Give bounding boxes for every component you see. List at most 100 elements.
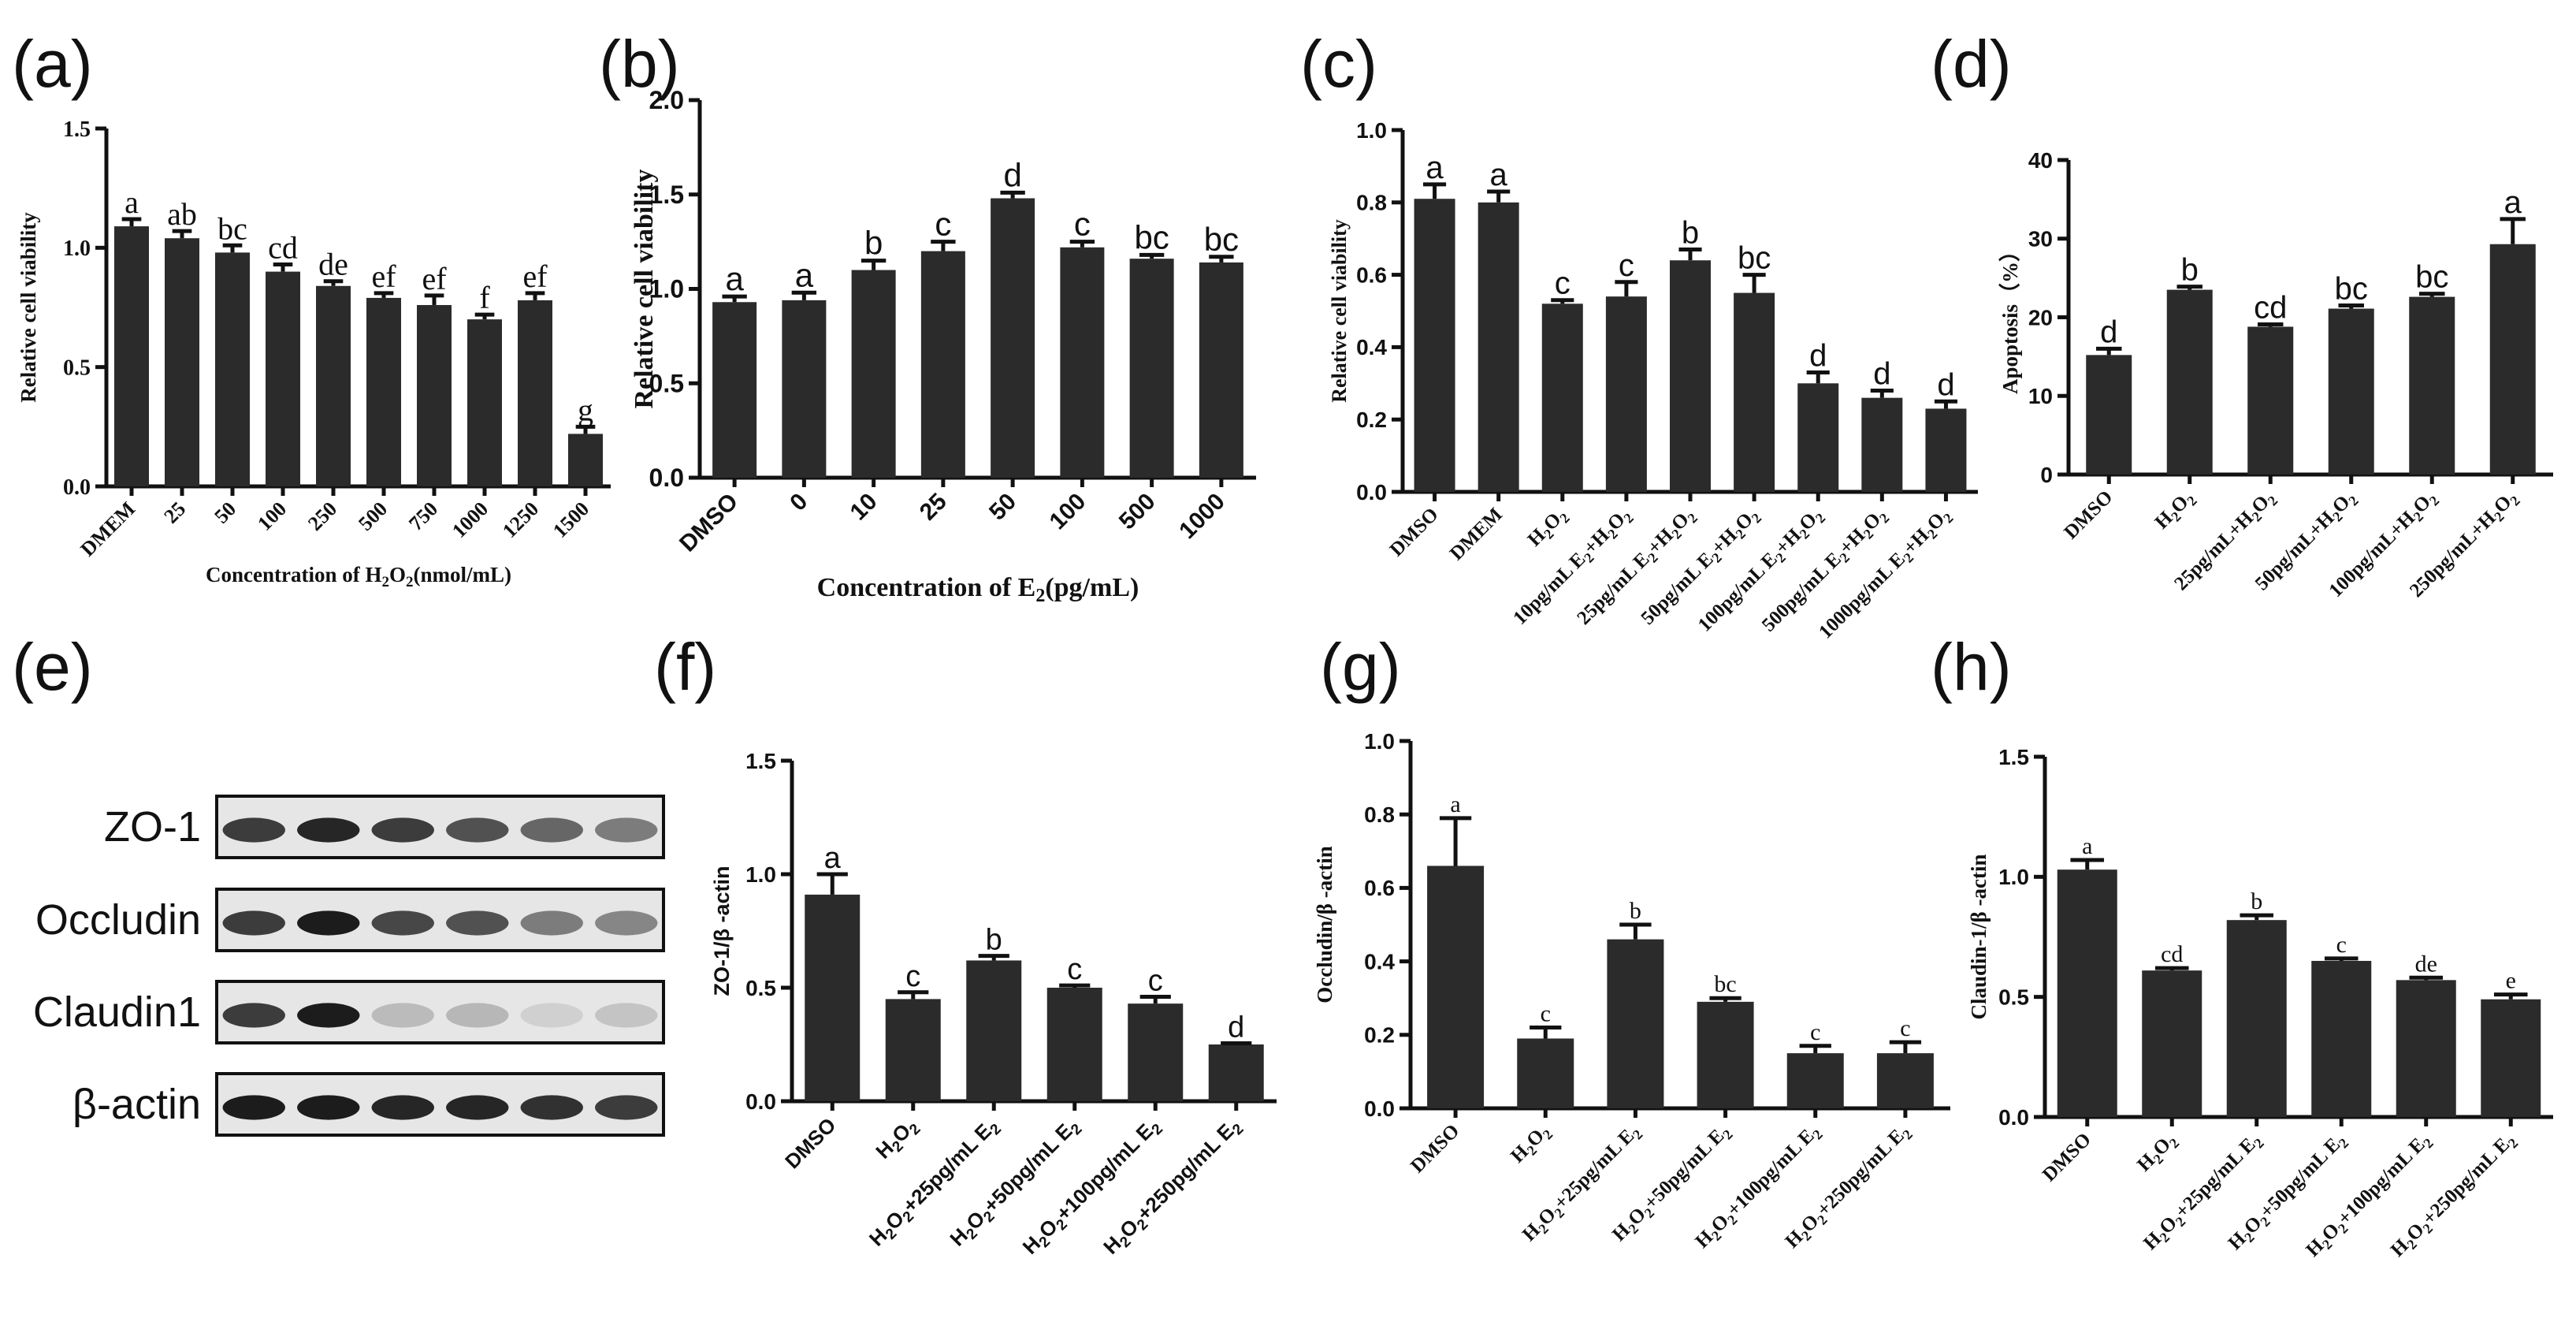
blot-band	[520, 1003, 583, 1028]
x-tick-label: 50	[210, 497, 240, 528]
x-tick-label: 25pg/mL E2​+H2​O2​	[1573, 504, 1701, 631]
x-tick-label: H2​O2​	[1524, 504, 1573, 553]
bar	[1541, 303, 1583, 492]
blot-band	[595, 817, 658, 843]
significance-letter: bc	[1714, 971, 1736, 997]
significance-letter: a	[795, 256, 814, 293]
x-tick-label: DMSO	[1386, 504, 1443, 560]
panel-e-western-blot: (e) ZO-1 Occludin Claudin1 β-actin	[12, 630, 665, 1137]
bar	[2409, 296, 2455, 475]
bar	[1129, 259, 1174, 478]
x-axis-label: Concentration of H2​O2​(nmol/mL)	[206, 563, 511, 590]
bar	[1876, 1053, 1934, 1108]
panel-b-letter: (b)	[599, 27, 680, 101]
significance-letter: ef	[522, 259, 548, 294]
x-tick-label: H2​O2​+25pg/mL E2​	[864, 1113, 1005, 1253]
panel-g-letter: (g)	[1320, 630, 1401, 704]
x-tick-label: 750	[404, 497, 442, 535]
blot-band	[446, 1003, 509, 1028]
blot-box	[215, 888, 665, 952]
blot-band	[371, 817, 434, 843]
x-tick-label: 250	[303, 497, 341, 535]
significance-letter: a	[2504, 185, 2522, 220]
significance-letter: ab	[167, 196, 197, 232]
bar	[568, 434, 603, 486]
y-axis-label: Relative cell viability	[17, 212, 40, 403]
bar	[1697, 1001, 1754, 1108]
x-tick-label: 10pg/mL E2​+H2​O2​	[1509, 504, 1637, 631]
bar	[1786, 1053, 1844, 1108]
bar	[991, 198, 1035, 478]
y-tick-label: 10	[2028, 384, 2053, 408]
blot-box	[215, 795, 665, 859]
significance-letter: a	[824, 842, 842, 875]
y-axis-label: Occludin/β -actin	[1313, 846, 1336, 1003]
bar	[1060, 247, 1105, 478]
significance-letter: bc	[2415, 260, 2448, 295]
bar	[165, 238, 199, 486]
bar	[2057, 869, 2117, 1117]
y-tick-label: 0.4	[1356, 335, 1387, 359]
x-tick-label: H2​O2​+100pg/mL E2​	[1018, 1113, 1166, 1261]
blot-row-label: β-actin	[72, 1081, 201, 1128]
significance-letter: c	[1067, 953, 1082, 986]
y-tick-label: 0.0	[1356, 480, 1387, 504]
x-tick-label: DMEM	[1446, 504, 1507, 564]
y-tick-label: 1.5	[63, 117, 91, 142]
bar	[1199, 262, 1243, 478]
significance-letter: f	[479, 280, 490, 315]
bar	[467, 319, 502, 486]
significance-letter: g	[578, 392, 593, 427]
significance-letter: c	[1555, 266, 1571, 301]
significance-letter: b	[986, 924, 1002, 957]
y-tick-label: 1.0	[745, 862, 776, 887]
blot-band	[446, 817, 509, 843]
significance-letter: e	[2506, 968, 2516, 994]
x-tick-label: 50pg/mL E2​+H2​O2​	[1637, 504, 1765, 631]
y-tick-label: 0.8	[1364, 802, 1395, 827]
bar	[920, 251, 965, 478]
x-tick-label: DMSO	[780, 1113, 840, 1173]
significance-letter: a	[1450, 791, 1460, 817]
bar	[1797, 383, 1839, 492]
bar	[1670, 260, 1711, 492]
x-tick-label: H2​O2​	[1507, 1120, 1556, 1169]
x-tick-label: 500	[354, 497, 392, 535]
bar	[316, 285, 351, 486]
x-tick-label: 500	[1114, 489, 1161, 535]
significance-letter: c	[1541, 1000, 1551, 1026]
y-tick-label: 0.5	[649, 369, 684, 397]
significance-letter: c	[935, 206, 951, 243]
significance-letter: b	[2251, 888, 2262, 914]
y-tick-label: 0.0	[745, 1089, 776, 1114]
bar	[1208, 1044, 1264, 1101]
blot-band	[222, 817, 285, 843]
y-tick-label: 0.0	[1364, 1096, 1395, 1121]
significance-letter: c	[1810, 1019, 1820, 1045]
bar	[2226, 920, 2287, 1117]
y-tick-label: 20	[2028, 305, 2053, 330]
panel-a-chart: (a) 0.0 0.5 1.0 1.5 Relative cell viability a D…	[12, 27, 611, 590]
significance-letter: bc	[217, 210, 247, 246]
panel-b-chart: (b) 0.0 0.5 1.0 1.5 2.0 Relative cell viabilit…	[599, 27, 1256, 606]
significance-letter: b	[1630, 898, 1641, 924]
significance-letter: de	[2415, 951, 2437, 977]
y-tick-label: 0.0	[63, 475, 91, 500]
significance-letter: cd	[268, 230, 298, 266]
bar	[1861, 397, 1903, 492]
bar	[966, 960, 1022, 1101]
bar	[1478, 202, 1519, 492]
x-tick-label: H2​O2​	[2151, 486, 2200, 535]
x-tick-label: DMSO	[675, 489, 743, 557]
blot-band	[222, 1095, 285, 1120]
y-tick-label: 0.6	[1364, 876, 1395, 900]
blot-row-label: Occludin	[35, 896, 201, 944]
x-tick-label: DMSO	[1407, 1120, 1463, 1177]
bar	[2328, 308, 2374, 475]
bar	[2086, 355, 2132, 475]
bar	[782, 300, 827, 478]
significance-letter: d	[1937, 367, 1954, 402]
significance-letter: b	[1682, 215, 1699, 250]
